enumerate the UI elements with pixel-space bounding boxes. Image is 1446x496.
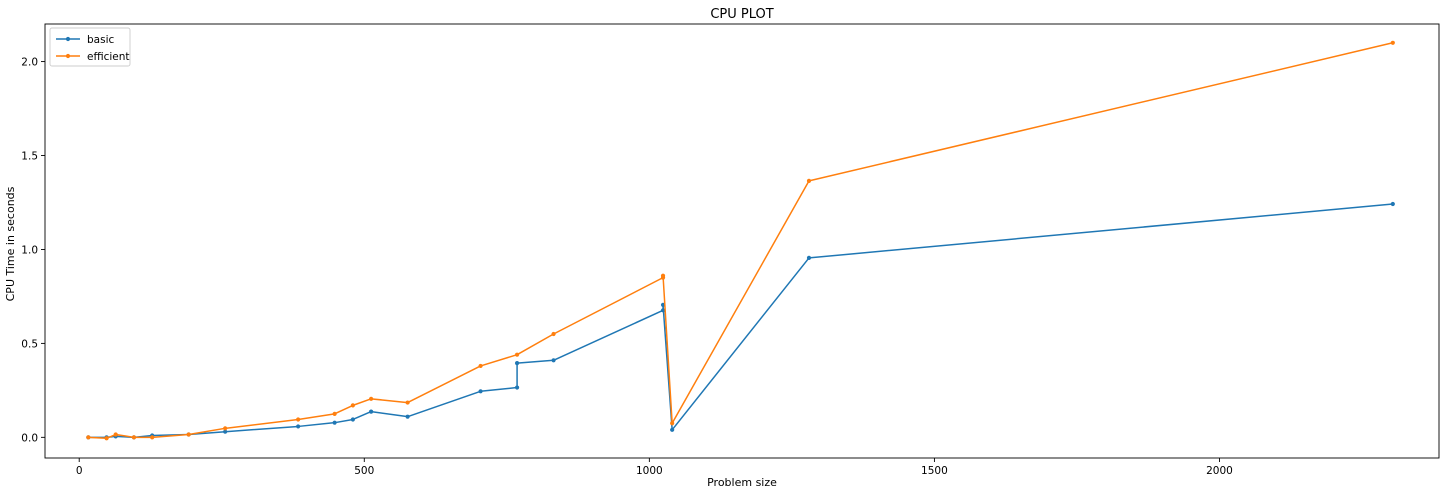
data-point-basic [478, 389, 483, 394]
data-point-efficient [369, 396, 374, 401]
data-point-efficient [104, 436, 109, 441]
data-point-basic [369, 409, 374, 414]
data-point-efficient [660, 273, 666, 278]
data-point-basic [514, 361, 520, 366]
x-tick-label: 2000 [1206, 465, 1233, 477]
y-axis-label: CPU Time in seconds [4, 186, 17, 301]
data-point-efficient [405, 400, 410, 405]
legend-marker-basic [65, 36, 71, 42]
series-efficient [86, 40, 1395, 441]
data-point-basic [1390, 201, 1395, 207]
legend-label-efficient: efficient [87, 51, 130, 63]
data-point-efficient [514, 352, 520, 357]
data-point-efficient [296, 417, 301, 422]
x-tick-label: 1000 [636, 465, 663, 477]
data-point-efficient [150, 435, 155, 440]
series-line-efficient [88, 42, 1393, 440]
data-point-basic [806, 255, 812, 261]
legend-marker-efficient [65, 53, 71, 59]
data-point-basic [296, 424, 301, 429]
data-point-basic [514, 385, 520, 390]
y-tick-label: 1.0 [21, 244, 38, 256]
data-point-efficient [350, 403, 355, 408]
data-point-basic [670, 427, 675, 432]
data-point-basic [660, 308, 666, 313]
chart-title: CPU PLOT [710, 7, 773, 22]
y-tick-label: 1.5 [21, 151, 38, 163]
x-tick-label: 500 [354, 465, 374, 477]
data-point-basic [551, 358, 556, 363]
data-point-efficient [670, 421, 675, 426]
data-point-efficient [1390, 40, 1395, 45]
x-tick-label: 1500 [921, 465, 948, 477]
data-point-basic [405, 414, 410, 419]
data-point-basic [332, 420, 337, 425]
y-tick-label: 0.0 [21, 432, 38, 444]
plot-frame [44, 23, 1440, 459]
plot-area: 0 500 1000 1500 2000 0.0 0.5 1.0 1.5 2.0 [21, 23, 1440, 477]
data-point-efficient [551, 331, 556, 337]
data-point-efficient [478, 363, 483, 369]
data-point-efficient [86, 435, 91, 440]
data-point-efficient [806, 178, 812, 183]
data-point-efficient [186, 432, 191, 437]
data-point-basic [223, 429, 228, 434]
legend-label-basic: basic [87, 34, 114, 46]
data-point-efficient [223, 426, 228, 431]
series-line-basic [88, 203, 1393, 439]
x-tick-label: 0 [76, 465, 83, 477]
data-point-efficient [113, 432, 118, 437]
x-axis-label: Problem size [707, 476, 777, 489]
data-point-basic [350, 417, 355, 422]
legend: basic efficient [49, 27, 131, 67]
y-tick-label: 0.5 [21, 338, 38, 350]
y-tick-label: 2.0 [21, 57, 38, 69]
data-point-efficient [332, 411, 337, 416]
data-point-efficient [131, 435, 137, 440]
series-basic [86, 201, 1395, 440]
